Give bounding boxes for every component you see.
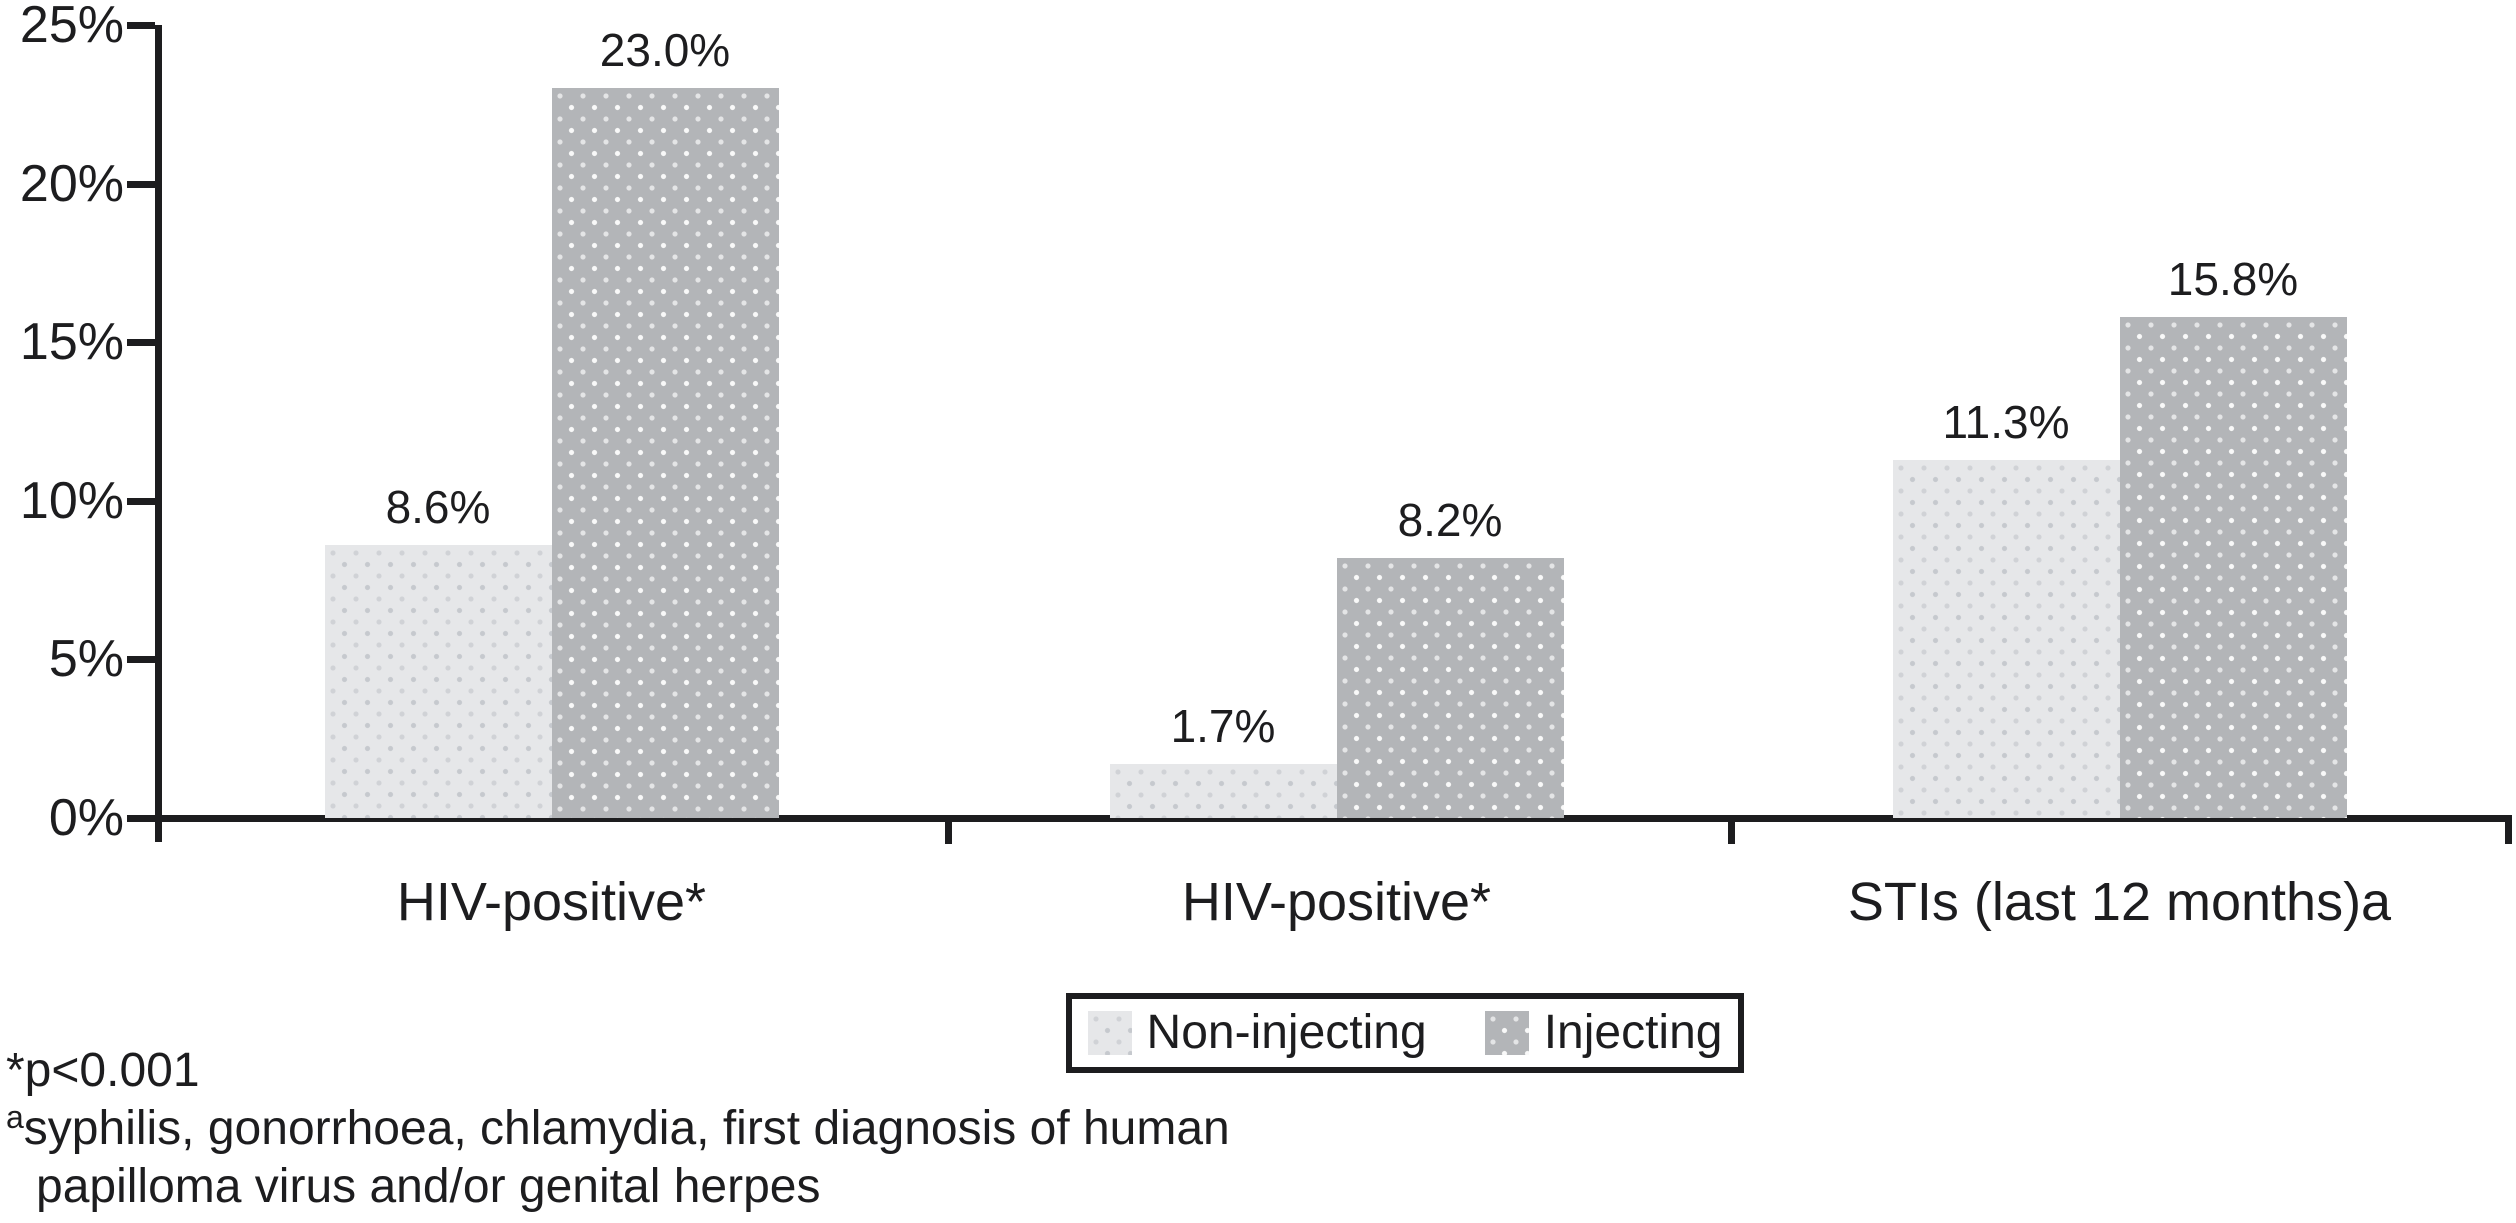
bar-non-injecting-2 <box>1109 764 1337 818</box>
footnote-sti-definition-cont: papilloma virus and/or genital herpes <box>36 1160 821 1213</box>
bar-non-injecting-3 <box>1892 459 2120 818</box>
y-tick-label: 15% <box>19 313 124 372</box>
footnote-sti-text: syphilis, gonorrhoea, chlamydia, first d… <box>23 1102 1230 1155</box>
y-tick-label: 0% <box>48 789 124 847</box>
y-tick-label: 5% <box>48 630 124 689</box>
legend: Non-injecting Injecting <box>1066 993 1744 1073</box>
bar-value-label: 15.8% <box>2167 252 2299 305</box>
x-axis-line <box>155 815 2512 822</box>
bar-non-injecting-1 <box>324 545 552 818</box>
y-tick <box>127 339 155 347</box>
footnote-sti-definition: asyphilis, gonorrhoea, chlamydia, first … <box>6 1100 1230 1158</box>
bar-injecting-3 <box>2119 316 2347 818</box>
y-tick-label: 10% <box>19 471 124 530</box>
bar-injecting-1 <box>551 88 779 818</box>
y-tick <box>127 815 155 822</box>
x-tick <box>2505 822 2512 844</box>
legend-item-injecting: Injecting <box>1484 1006 1723 1059</box>
legend-label: Non-injecting <box>1146 1006 1427 1059</box>
y-tick-label: 20% <box>19 154 124 213</box>
bar-value-label: 8.2% <box>1397 493 1503 546</box>
x-tick <box>945 822 952 844</box>
legend-swatch-injecting <box>1484 1011 1529 1055</box>
bar-value-label: 23.0% <box>599 24 731 77</box>
x-tick <box>1728 822 1735 844</box>
y-tick <box>127 656 155 664</box>
footnote-pvalue-text: *p<0.001 <box>6 1044 200 1097</box>
footnotes: *p<0.001 asyphilis, gonorrhoea, chlamydi… <box>6 1042 1230 1216</box>
category-label-1: HIV-positive* <box>396 872 707 932</box>
category-label-2: HIV-positive* <box>1181 872 1492 932</box>
bar-value-label: 11.3% <box>1942 395 2070 448</box>
footnote-pvalue: *p<0.001 <box>6 1042 1230 1100</box>
bar-value-label: 8.6% <box>385 481 491 534</box>
y-tick-label: 25% <box>19 0 124 54</box>
y-tick <box>127 497 155 505</box>
footnote-superscript-a: a <box>6 1099 24 1135</box>
y-tick <box>127 180 155 188</box>
bar-injecting-2 <box>1336 557 1564 818</box>
legend-label: Injecting <box>1543 1006 1723 1059</box>
y-axis-line <box>155 25 162 842</box>
y-tick <box>127 22 155 29</box>
legend-swatch-non-injecting <box>1087 1011 1132 1055</box>
category-label-3: STIs (last 12 months)a <box>1847 872 2392 932</box>
bar-value-label: 1.7% <box>1170 700 1276 753</box>
legend-item-non-injecting: Non-injecting <box>1087 1006 1427 1059</box>
